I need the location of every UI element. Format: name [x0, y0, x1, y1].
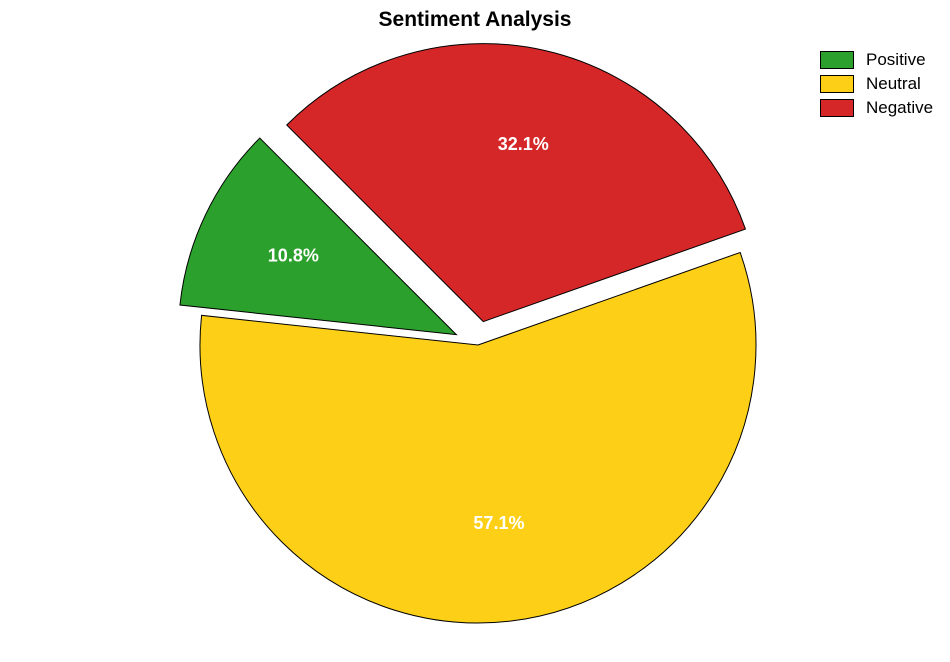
legend-swatch-positive — [820, 51, 854, 69]
sentiment-pie-chart: Sentiment Analysis 32.1%57.1%10.8% Posit… — [0, 0, 950, 662]
legend-swatch-negative — [820, 99, 854, 117]
slice-label-negative: 32.1% — [498, 134, 549, 154]
slice-label-positive: 10.8% — [268, 245, 319, 265]
legend-swatch-neutral — [820, 75, 854, 93]
legend: Positive Neutral Negative — [820, 48, 933, 120]
legend-label-negative: Negative — [866, 98, 933, 118]
legend-item-positive: Positive — [820, 48, 933, 72]
pie-svg: 32.1% 57.1% 10.8% — [0, 0, 950, 662]
legend-item-neutral: Neutral — [820, 72, 933, 96]
legend-item-negative: Negative — [820, 96, 933, 120]
slice-label-neutral: 57.1% — [473, 513, 524, 533]
legend-label-neutral: Neutral — [866, 74, 921, 94]
legend-label-positive: Positive — [866, 50, 926, 70]
